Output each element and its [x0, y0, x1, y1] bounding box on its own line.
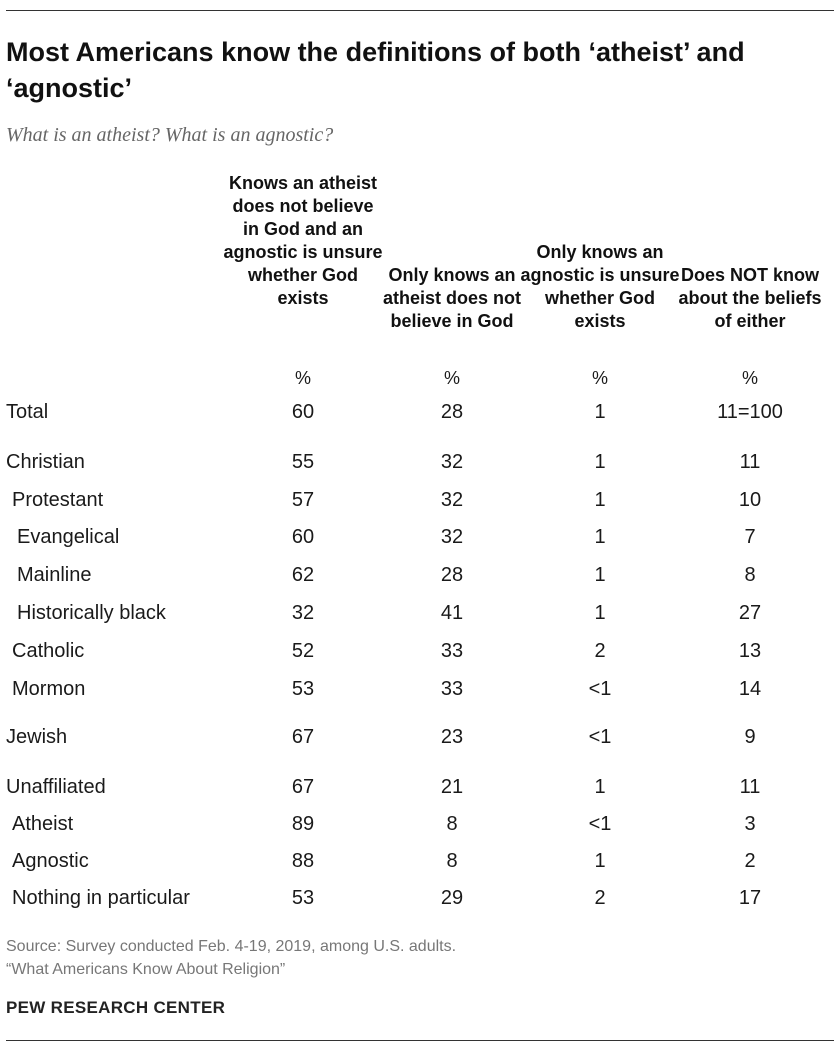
table-cell: 23 — [440, 726, 464, 748]
row-label: Protestant — [12, 489, 104, 511]
table-cell: 1 — [594, 602, 606, 624]
table-row: Unaffiliated 67 21 1 11 — [0, 776, 840, 800]
table-row: Evangelical 60 32 1 7 — [0, 526, 840, 550]
report-title-line: “What Americans Know About Religion” — [6, 961, 286, 978]
table-cell: 1 — [594, 564, 606, 586]
table-cell: 7 — [744, 526, 756, 548]
organization-credit: PEW RESEARCH CENTER — [6, 998, 226, 1017]
table-row: Mainline 62 28 1 8 — [0, 564, 840, 588]
percent-unit-label: % — [443, 368, 460, 388]
table-cell: 28 — [440, 401, 464, 423]
source-note: Source: Survey conducted Feb. 4-19, 2019… — [6, 935, 456, 981]
row-label: Mormon — [12, 678, 86, 700]
table-cell: 67 — [291, 776, 315, 798]
table-cell: 57 — [291, 489, 315, 511]
table-cell: 2 — [594, 640, 606, 662]
table-cell: 89 — [291, 813, 315, 835]
table-cell: 21 — [440, 776, 464, 798]
table-cell: 52 — [291, 640, 315, 662]
table-cell: 14 — [738, 678, 762, 700]
table-cell: 1 — [594, 776, 606, 798]
table-row: Total 60 28 1 11=100 — [0, 401, 840, 425]
table-cell: 27 — [738, 602, 762, 624]
table-cell: 13 — [738, 640, 762, 662]
table-cell: <1 — [588, 678, 612, 700]
table-cell: 10 — [738, 489, 762, 511]
table-cell: 32 — [440, 451, 464, 473]
row-label: Christian — [6, 451, 85, 473]
table-row: Catholic 52 33 2 13 — [0, 640, 840, 664]
table-row: Protestant 57 32 1 10 — [0, 489, 840, 513]
row-label: Nothing in particular — [12, 887, 190, 909]
bottom-rule — [6, 1040, 834, 1041]
table-cell: 1 — [594, 401, 606, 423]
top-rule — [6, 10, 834, 11]
table-cell: 32 — [291, 602, 315, 624]
row-label: Evangelical — [17, 526, 120, 548]
row-label: Unaffiliated — [6, 776, 106, 798]
table-cell: 1 — [594, 850, 606, 872]
percent-unit-label: % — [741, 368, 758, 388]
table-cell: <1 — [588, 813, 612, 835]
row-label: Jewish — [6, 726, 68, 748]
table-cell: 67 — [291, 726, 315, 748]
row-label: Historically black — [17, 602, 166, 624]
row-label: Mainline — [17, 564, 92, 586]
table-row: Jewish 67 23 <1 9 — [0, 726, 840, 750]
chart-subtitle: What is an atheist? What is an agnostic? — [6, 124, 334, 146]
column-header-only-agnostic: Only knows an agnostic is unsure whether… — [520, 242, 680, 331]
table-cell: 8 — [446, 813, 458, 835]
table-cell: <1 — [588, 726, 612, 748]
table-row: Mormon 53 33 <1 14 — [0, 678, 840, 702]
table-cell: 1 — [594, 526, 606, 548]
table-cell: 11=100 — [717, 401, 783, 423]
column-header-knows-both: Knows an atheist does not believe in God… — [223, 173, 383, 308]
table-cell: 28 — [440, 564, 464, 586]
row-label: Atheist — [12, 813, 74, 835]
row-label: Total — [6, 401, 49, 423]
column-header-only-atheist: Only knows an atheist does not believe i… — [382, 265, 521, 331]
table-cell: 53 — [291, 887, 315, 909]
column-header-knows-neither: Does NOT know about the beliefs of eithe… — [678, 265, 822, 331]
table-row: Christian 55 32 1 11 — [0, 451, 840, 475]
table-cell: 17 — [738, 887, 762, 909]
table-cell: 33 — [440, 678, 464, 700]
table-row: Atheist 89 8 <1 3 — [0, 813, 840, 837]
table-cell: 8 — [446, 850, 458, 872]
table-cell: 32 — [440, 526, 464, 548]
table-row: Agnostic 88 8 1 2 — [0, 850, 840, 874]
table-cell: 60 — [291, 401, 315, 423]
table-cell: 8 — [744, 564, 756, 586]
table-cell: 1 — [594, 451, 606, 473]
percent-unit-label: % — [591, 368, 608, 388]
percent-unit-label: % — [294, 368, 311, 388]
table-cell: 3 — [744, 813, 756, 835]
table-cell: 2 — [744, 850, 756, 872]
table-row: Historically black 32 41 1 27 — [0, 602, 840, 626]
table-cell: 41 — [440, 602, 464, 624]
table-cell: 11 — [739, 776, 761, 798]
row-label: Agnostic — [12, 850, 89, 872]
table-cell: 1 — [594, 489, 606, 511]
source-line: Source: Survey conducted Feb. 4-19, 2019… — [6, 938, 457, 955]
table-cell: 2 — [594, 887, 606, 909]
row-label: Catholic — [12, 640, 85, 662]
table-cell: 32 — [440, 489, 464, 511]
table-cell: 9 — [744, 726, 756, 748]
table-cell: 11 — [739, 451, 761, 473]
table-cell: 53 — [291, 678, 315, 700]
table-cell: 60 — [291, 526, 315, 548]
table-cell: 33 — [440, 640, 464, 662]
table-cell: 29 — [440, 887, 464, 909]
table-row: Nothing in particular 53 29 2 17 — [0, 887, 840, 911]
table-cell: 62 — [291, 564, 315, 586]
chart-title: Most Americans know the definitions of b… — [6, 37, 745, 103]
table-cell: 88 — [291, 850, 315, 872]
table-cell: 55 — [291, 451, 315, 473]
